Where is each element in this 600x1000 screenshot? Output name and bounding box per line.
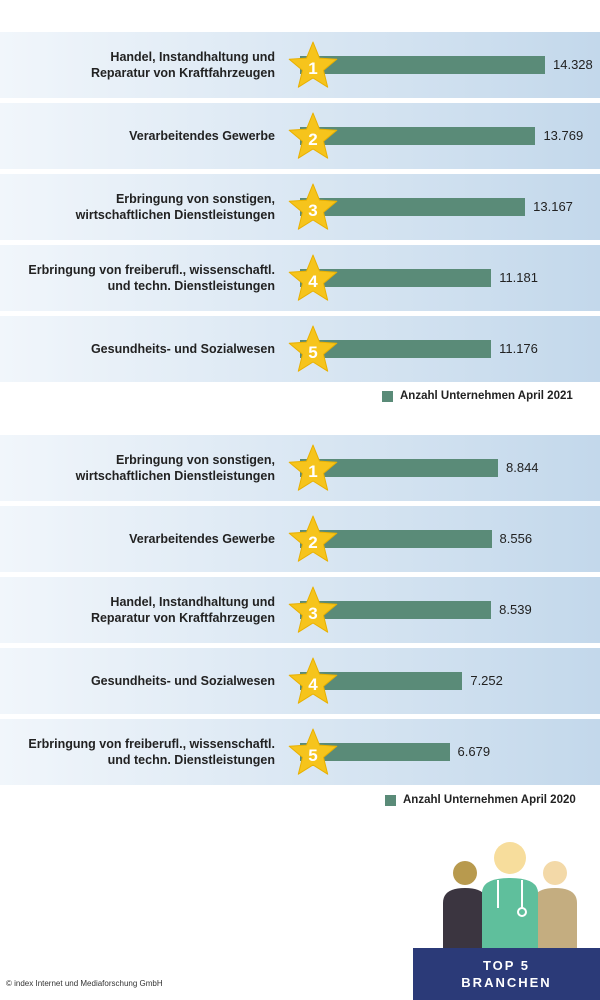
value-label: 13.769: [543, 128, 584, 143]
category-label: Erbringung von sonstigen, wirtschaftlich…: [75, 453, 275, 483]
legend-label: Anzahl Unternehmen April 2020: [403, 794, 576, 806]
rank-number: 3: [308, 604, 317, 623]
badge-line: TOP 5: [482, 958, 531, 973]
badge-line: BRANCHEN: [461, 975, 552, 990]
category-label: Erbringung von freiberufl., wissenschaft…: [28, 263, 275, 293]
rank-number: 1: [308, 462, 317, 481]
bar: [300, 127, 536, 145]
category-label: Verarbeitendes Gewerbe: [129, 532, 275, 546]
category-label: Verarbeitendes Gewerbe: [129, 129, 275, 143]
rank-star: 4: [288, 657, 338, 704]
value-label: 11.176: [499, 341, 538, 356]
rank-star: 2: [288, 112, 338, 159]
category-label: Erbringung von sonstigen, wirtschaftlich…: [75, 192, 275, 222]
rank-number: 2: [308, 130, 317, 149]
value-label: 8.539: [499, 602, 532, 617]
star-shape: [288, 254, 338, 301]
rank-star: 5: [288, 728, 338, 775]
bar: [300, 340, 492, 358]
star-shape: [288, 183, 338, 230]
bar: [300, 269, 492, 287]
star-shape: [288, 112, 338, 159]
category-label: Gesundheits- und Sozialwesen: [90, 674, 275, 688]
rank-number: 4: [308, 675, 318, 694]
value-label: 8.556: [499, 531, 533, 546]
legend: Anzahl Unternehmen April 2021: [382, 390, 573, 402]
star-shape: [288, 325, 338, 372]
value-label: 6.679: [457, 744, 491, 759]
legend-swatch: [385, 794, 396, 806]
bar: [300, 56, 545, 74]
star-shape: [288, 41, 338, 88]
rank-number: 4: [308, 272, 318, 291]
category-label: Handel, Instandhaltung und Reparatur von…: [90, 595, 275, 625]
rank-star: 2: [288, 515, 338, 562]
rank-number: 5: [308, 343, 317, 362]
rank-star: 3: [288, 183, 338, 230]
footer: © index Internet und Mediaforschung GmbH: [6, 979, 163, 988]
star-shape: [288, 515, 338, 562]
rank-number: 3: [308, 201, 317, 220]
star-shape: [288, 586, 338, 633]
category-label: Gesundheits- und Sozialwesen: [90, 342, 275, 356]
value-label: 13.167: [533, 199, 573, 214]
value-label: 7.252: [470, 673, 503, 688]
star-shape: [288, 728, 338, 775]
badge: TOP 5 BRANCHEN: [413, 948, 600, 1000]
bar: [300, 530, 492, 548]
rank-star: 1: [288, 444, 338, 491]
bar: [300, 459, 498, 477]
rank-number: 5: [308, 746, 317, 765]
rank-star: 3: [288, 586, 338, 633]
rank-number: 2: [308, 533, 317, 552]
bar: [300, 672, 463, 690]
star-shape: [288, 657, 338, 704]
value-label: 8.844: [506, 460, 539, 475]
legend-label: Anzahl Unternehmen April 2021: [400, 390, 573, 402]
legend: Anzahl Unternehmen April 2020: [385, 794, 576, 806]
rank-star: 5: [288, 325, 338, 372]
category-label: Handel, Instandhaltung und Reparatur von…: [90, 50, 275, 80]
bar: [300, 198, 526, 216]
value-label: 14.328: [553, 57, 593, 72]
rank-star: 4: [288, 254, 338, 301]
people-icon: [443, 842, 577, 950]
category-label: Erbringung von freiberufl., wissenschaft…: [28, 737, 275, 767]
value-label: 11.181: [499, 270, 538, 285]
bar: [300, 601, 492, 619]
rank-star: 1: [288, 41, 338, 88]
legend-swatch: [382, 390, 393, 402]
bar: [300, 743, 450, 761]
rank-number: 1: [308, 59, 317, 78]
star-shape: [288, 444, 338, 491]
